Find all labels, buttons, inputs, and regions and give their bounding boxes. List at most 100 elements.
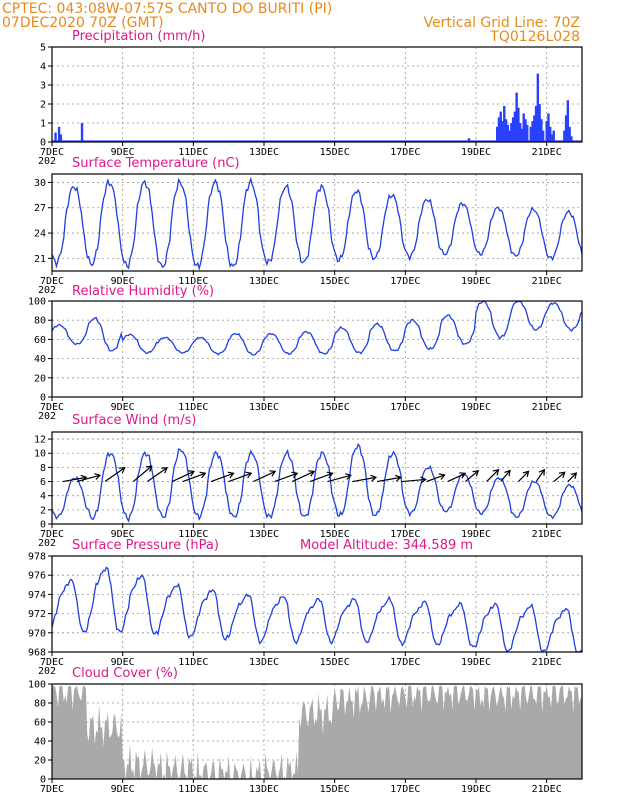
header-run-id: TQ0126L028: [489, 29, 580, 45]
x-tick-label: 11DEC: [178, 784, 208, 795]
precip-bar: [536, 73, 540, 142]
y-tick-label: 0: [40, 138, 46, 149]
x-tick-label: 21DEC: [532, 402, 562, 413]
y-tick-label: 30: [34, 178, 46, 189]
x-tick-label: 19DEC: [461, 784, 491, 795]
wind-arrowhead: [558, 471, 566, 478]
x-tick-label: 17DEC: [390, 147, 420, 158]
panel-annotation: Model Altitude: 344.589 m: [300, 538, 473, 553]
x-tick-label: 11DEC: [178, 147, 208, 158]
precip-bar: [518, 123, 522, 142]
wind-vector: [132, 465, 153, 482]
x-tick-label: 19DEC: [461, 147, 491, 158]
x-tick-label: 15DEC: [320, 784, 350, 795]
precip-bar: [80, 123, 84, 142]
y-tick-label: 970: [28, 628, 46, 639]
y-tick-label: 100: [28, 297, 46, 308]
precip-bar: [522, 113, 525, 142]
wind-arrowhead: [188, 470, 195, 477]
precip-bar: [540, 119, 543, 142]
precip-bar: [499, 111, 502, 142]
wind-arrowhead: [504, 469, 511, 477]
precip-bar: [524, 119, 527, 142]
x-tick-label: 9DEC: [111, 276, 135, 287]
precip-bar: [538, 104, 541, 142]
precip-bar: [515, 92, 518, 142]
panel-title: Surface Wind (m/s): [72, 413, 196, 428]
panel-title: Surface Pressure (hPa): [72, 538, 219, 553]
wind-arrowhead: [570, 472, 578, 479]
wind-vector: [500, 470, 511, 482]
precip-bar: [529, 126, 532, 142]
precip-bar: [570, 136, 573, 142]
wind-vector: [401, 478, 426, 483]
wind-vector: [253, 470, 276, 483]
y-tick-label: 968: [28, 648, 46, 659]
x-stub-label: 202: [38, 666, 56, 677]
y-tick-label: 8: [40, 463, 46, 474]
precip-bar: [534, 105, 538, 142]
wind-vector: [182, 472, 206, 483]
wind-vector: [486, 469, 499, 482]
precip-bar: [533, 115, 536, 142]
x-tick-label: 15DEC: [320, 147, 350, 158]
x-tick-label: 17DEC: [390, 276, 420, 287]
x-tick-label: 21DEC: [532, 529, 562, 540]
x-tick-label: 13DEC: [249, 276, 279, 287]
series-line: [51, 300, 583, 356]
wind-vector: [327, 474, 351, 483]
precip-bar: [513, 111, 517, 142]
wind-arrowhead: [345, 473, 352, 480]
y-tick-label: 976: [28, 571, 46, 582]
x-tick-label: 17DEC: [390, 402, 420, 413]
wind-vector: [309, 472, 333, 483]
precip-bar: [564, 115, 568, 142]
wind-arrowhead: [245, 471, 253, 479]
x-tick-label: 7DEC: [40, 657, 64, 668]
wind-arrowhead: [326, 471, 334, 479]
y-tick-label: 100: [28, 680, 46, 691]
wind-vector: [171, 470, 195, 483]
x-tick-label: 15DEC: [320, 276, 350, 287]
panel-title: Cloud Cover (%): [72, 666, 178, 681]
x-tick-label: 7DEC: [40, 529, 64, 540]
y-tick-label: 974: [28, 590, 46, 601]
wind-vector: [517, 470, 530, 482]
wind-vector: [426, 474, 445, 483]
panel-frame: [51, 431, 583, 525]
panel-title: Surface Temperature (nC): [72, 156, 240, 171]
x-tick-label: 15DEC: [320, 657, 350, 668]
x-tick-label: 17DEC: [390, 784, 420, 795]
x-tick-label: 19DEC: [461, 657, 491, 668]
x-tick-label: 17DEC: [390, 529, 420, 540]
x-tick-label: 7DEC: [40, 147, 64, 158]
wind-arrowhead: [199, 471, 207, 479]
precip-bar: [566, 100, 570, 142]
y-tick-label: 5: [40, 43, 46, 54]
y-tick-label: 972: [28, 609, 46, 620]
x-tick-label: 11DEC: [178, 276, 208, 287]
x-tick-label: 21DEC: [532, 657, 562, 668]
y-tick-label: 60: [34, 335, 46, 346]
precip-bar: [510, 123, 513, 142]
x-tick-label: 21DEC: [532, 147, 562, 158]
precip-bar: [531, 121, 534, 142]
panel-6: Cloud Cover (%) 0 20 40 60 80 100 7DEC 9DEC 11DEC…: [28, 666, 583, 795]
x-tick-label: 17DEC: [390, 657, 420, 668]
precip-bar: [508, 130, 511, 142]
y-tick-label: 21: [34, 254, 46, 265]
wind-arrowhead: [161, 467, 169, 474]
wind-vector: [104, 467, 126, 483]
wind-arrowhead: [472, 469, 480, 477]
wind-vector: [376, 476, 401, 483]
y-tick-label: 20: [34, 756, 46, 767]
wind-arrowhead: [227, 471, 235, 479]
precip-bar: [552, 130, 555, 142]
x-tick-label: 11DEC: [178, 657, 208, 668]
wind-arrowhead: [118, 467, 126, 474]
wind-vector: [535, 469, 545, 482]
precip-bar: [57, 126, 61, 142]
wind-arrowhead: [308, 470, 316, 477]
x-stub-label: 202: [38, 285, 56, 296]
